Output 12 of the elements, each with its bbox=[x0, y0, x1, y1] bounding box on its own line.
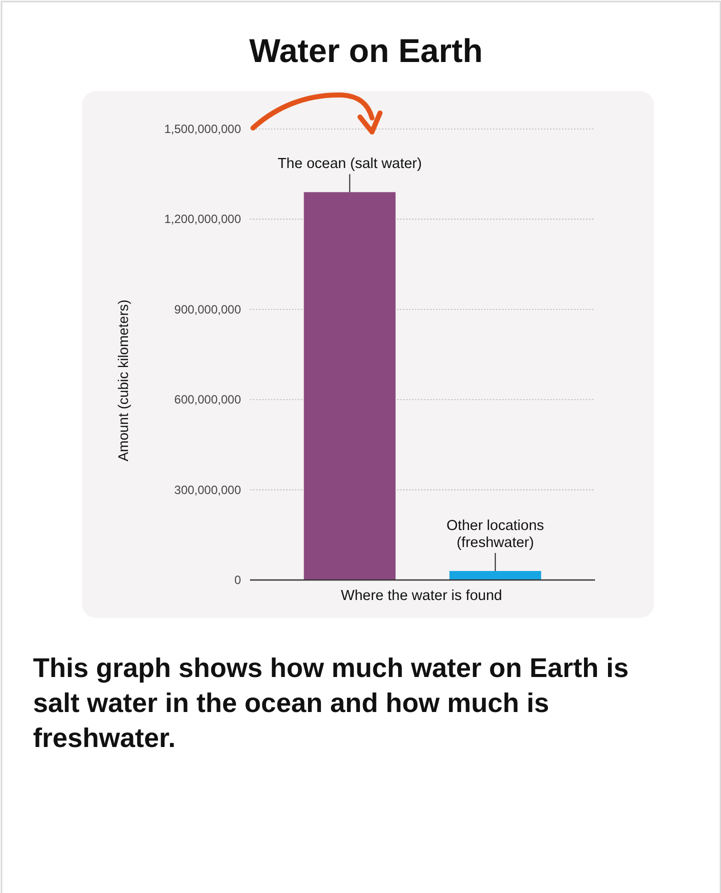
y-tick-label: 1,500,000,000 bbox=[164, 122, 242, 136]
x-tick-label: The ocean (salt water) bbox=[278, 156, 422, 172]
x-axis-title: Where the water is found bbox=[340, 588, 502, 604]
y-tick-label: 300,000,000 bbox=[174, 482, 242, 497]
y-tick-label: 1,200,000,000 bbox=[164, 212, 242, 226]
text: This graph shows how much water on Earth is salt water in the ocean and how much is freshwater. bbox=[33, 653, 629, 753]
chart-title: Water on Earth bbox=[249, 32, 483, 69]
x-tick-label: Other locations (freshwater) bbox=[446, 518, 544, 551]
y-tick-label: 900,000,000 bbox=[174, 302, 242, 316]
y-tick-label: 0 bbox=[234, 573, 242, 587]
y-axis-title: Amount (cubic kilometers) bbox=[115, 300, 131, 462]
y-tick-label: 600,000,000 bbox=[174, 392, 242, 407]
